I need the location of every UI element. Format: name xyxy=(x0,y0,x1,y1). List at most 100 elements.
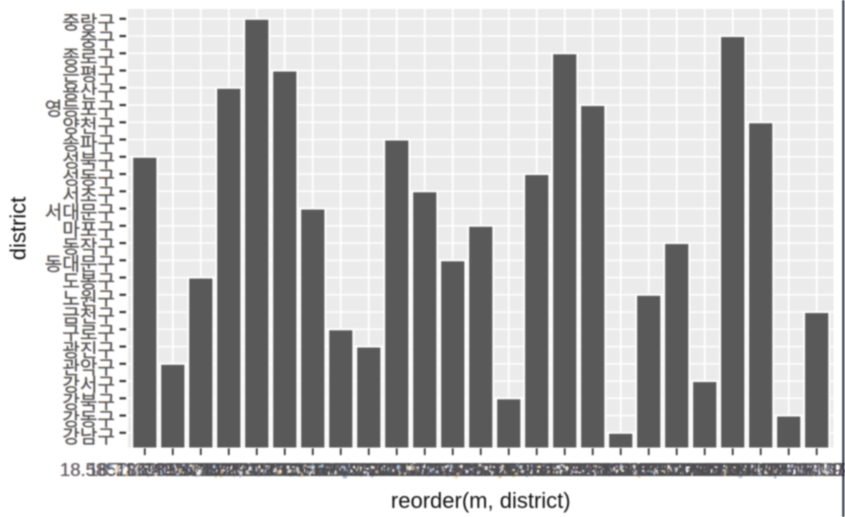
hangul-char xyxy=(98,290,114,307)
speckle xyxy=(361,465,364,468)
speckle xyxy=(303,464,307,467)
speckle xyxy=(364,472,368,476)
hangul-char xyxy=(98,394,114,411)
bar xyxy=(579,104,607,448)
speckle xyxy=(427,468,430,471)
hangul-char xyxy=(80,272,97,290)
hangul-char xyxy=(98,359,114,376)
y-tick xyxy=(119,155,126,158)
x-tick-label: 22.36420518739425 xyxy=(703,459,845,480)
speckle xyxy=(131,469,135,474)
gridline-v xyxy=(787,9,790,448)
speckle xyxy=(277,470,281,475)
speckle xyxy=(801,471,804,474)
speckle xyxy=(501,464,504,468)
speckle xyxy=(593,464,595,467)
speckle xyxy=(811,466,816,471)
speckle xyxy=(784,466,787,469)
speckle xyxy=(826,467,830,470)
speckle xyxy=(724,472,729,476)
speckle xyxy=(562,464,565,468)
speckle xyxy=(160,471,163,475)
speckle xyxy=(288,469,292,473)
bar xyxy=(719,35,747,448)
speckle xyxy=(166,470,170,475)
speckle xyxy=(318,465,322,468)
speckle xyxy=(739,471,743,475)
speckle xyxy=(178,472,181,478)
y-axis-ticks xyxy=(119,17,126,434)
speckle xyxy=(454,465,459,471)
speckle xyxy=(122,468,125,471)
x-tick xyxy=(395,448,398,456)
speckle xyxy=(219,472,223,478)
speckle xyxy=(518,465,521,469)
speckle xyxy=(487,470,490,475)
speckle xyxy=(248,467,252,471)
speckle xyxy=(175,468,178,472)
speckle xyxy=(559,469,562,475)
gridline-v xyxy=(647,9,650,448)
speckle xyxy=(232,472,235,478)
speckle xyxy=(213,471,216,476)
y-tick xyxy=(119,362,126,365)
speckle xyxy=(592,470,595,472)
speckle xyxy=(517,472,522,477)
speckle xyxy=(472,471,477,474)
speckle xyxy=(555,470,559,474)
x-tick-label: 19.94081526374192 xyxy=(339,459,509,480)
speckle xyxy=(547,468,550,472)
speckle xyxy=(342,466,346,469)
speckle xyxy=(416,466,420,469)
speckle xyxy=(303,465,307,469)
y-tick xyxy=(119,86,126,89)
x-tick xyxy=(619,448,622,456)
x-tick xyxy=(367,448,370,456)
x-tick xyxy=(227,448,230,456)
speckle xyxy=(625,472,630,476)
speckle xyxy=(777,470,782,473)
speckle xyxy=(356,468,358,472)
speckle xyxy=(442,466,444,471)
speckle xyxy=(357,465,359,470)
speckle xyxy=(265,468,269,470)
speckle xyxy=(538,468,543,474)
y-tick xyxy=(119,52,126,55)
x-tick xyxy=(339,448,342,456)
speckle xyxy=(740,466,743,470)
speckle xyxy=(686,472,691,475)
speckle xyxy=(296,467,300,472)
speckle xyxy=(503,470,506,474)
speckle xyxy=(594,471,596,476)
speckle xyxy=(667,467,672,471)
speckle xyxy=(398,472,402,476)
speckle xyxy=(432,468,435,471)
speckle xyxy=(561,470,565,474)
speckle xyxy=(668,470,672,476)
hangul-char xyxy=(98,238,114,255)
hangul-char xyxy=(80,169,97,186)
speckle xyxy=(525,472,529,477)
hangul-char xyxy=(63,100,79,117)
speckle xyxy=(691,472,693,477)
speckle xyxy=(578,464,582,468)
gridline-v xyxy=(171,9,174,448)
x-tick xyxy=(283,448,286,456)
speckle xyxy=(696,469,701,476)
x-tick xyxy=(311,448,314,456)
hangul-char xyxy=(98,14,114,31)
speckle xyxy=(680,472,684,478)
x-tick-label: 20.69413528701645 xyxy=(480,459,650,480)
speckle xyxy=(480,469,485,472)
y-axis-title: district xyxy=(5,197,30,261)
speckle xyxy=(617,468,619,473)
hangul-char xyxy=(63,238,79,255)
x-tick xyxy=(815,448,818,456)
speckle xyxy=(277,466,282,470)
speckle xyxy=(551,464,556,469)
speckle xyxy=(130,466,132,469)
speckle xyxy=(297,471,302,477)
x-label-speckles-over xyxy=(113,463,830,477)
speckle xyxy=(396,465,401,470)
x-tick-label: 19.39063182457093 xyxy=(228,459,398,480)
